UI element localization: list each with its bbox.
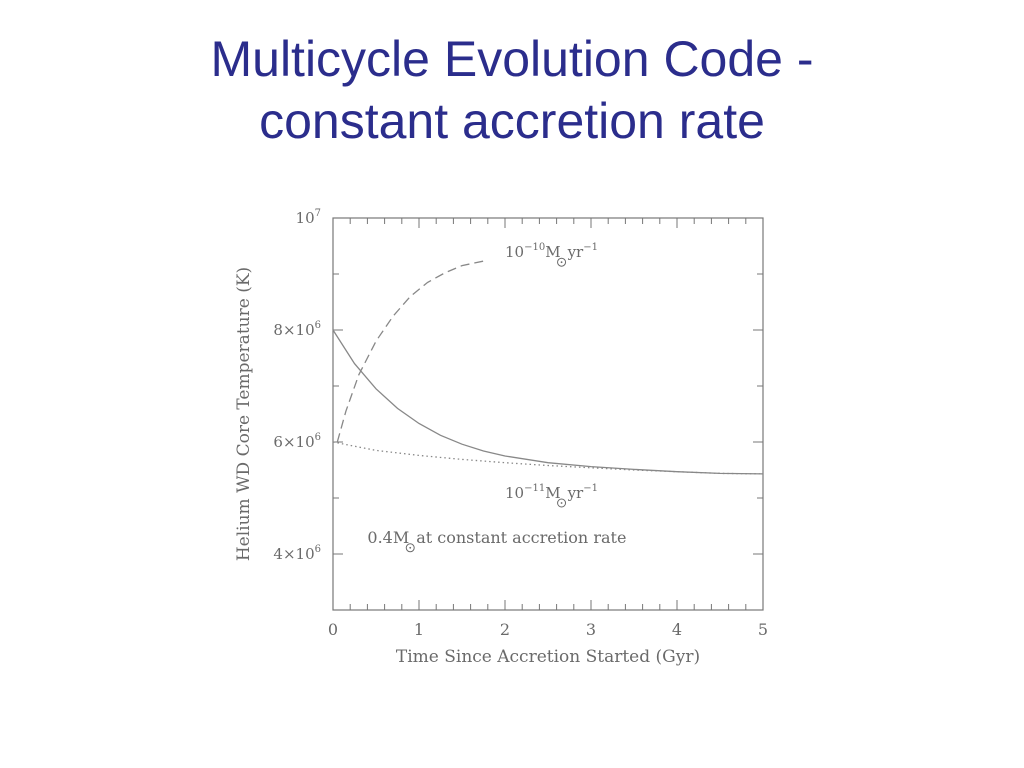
slide-title: Multicycle Evolution Code - constant acc… <box>0 28 1024 152</box>
y-tick-label: 4×106 <box>273 544 321 563</box>
solar-symbol-dot <box>409 546 412 549</box>
y-tick-label: 107 <box>296 208 321 227</box>
annotation-rate-mass: 10−11M <box>505 483 561 502</box>
chart-figure: 0 1 2 3 4 5 4×106 6×106 8×106 107 Time Since Accre… <box>205 180 805 680</box>
y-axis-label: Helium WD Core Temperature (K) <box>234 267 254 561</box>
solar-symbol-icon <box>557 498 567 508</box>
series-line-solid <box>332 329 764 475</box>
x-tick-label: 5 <box>758 620 768 639</box>
y-tick-label: 8×106 <box>273 320 321 339</box>
x-tick-label: 1 <box>414 620 424 639</box>
solar-symbol-dot <box>560 502 563 504</box>
annotation-rate-mass: 10−10M <box>505 242 561 261</box>
annotation-rate-unit: yr−1 <box>567 483 598 502</box>
x-tick-label: 3 <box>586 620 596 639</box>
annotation-note-text: at constant accretion rate <box>416 528 626 547</box>
annotation-note-lead: 0.4M <box>367 528 409 547</box>
slide-title-line-1: Multicycle Evolution Code - <box>210 31 814 87</box>
series-line-dashed <box>336 260 484 443</box>
annotation-rate-unit: yr−1 <box>567 242 598 261</box>
solar-symbol-icon <box>557 257 567 267</box>
plot-frame <box>332 217 764 611</box>
annotation-lower: 10−11M yr−1 <box>505 483 598 508</box>
x-tick-label: 0 <box>328 620 338 639</box>
solar-symbol-dot <box>560 261 563 264</box>
annotation-upper: 10−10M yr−1 <box>505 242 598 267</box>
y-tick-label: 6×106 <box>273 432 321 451</box>
chart-svg: 0 1 2 3 4 5 4×106 6×106 8×106 107 Time Since Accre… <box>234 208 768 667</box>
x-axis-label: Time Since Accretion Started (Gyr) <box>396 647 700 667</box>
solar-symbol-icon <box>405 543 415 553</box>
x-tick-label: 2 <box>500 620 510 639</box>
slide-title-line-2: constant accretion rate <box>259 93 765 149</box>
annotation-note: 0.4M at constant accretion rate <box>367 528 626 553</box>
series-line-dotted <box>332 441 764 475</box>
x-tick-label: 4 <box>672 620 682 639</box>
